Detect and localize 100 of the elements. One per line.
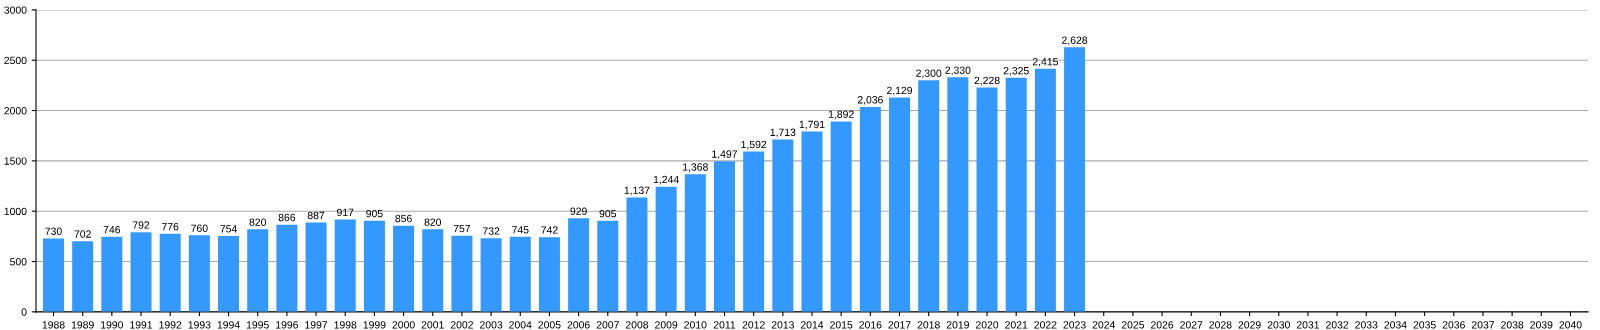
data-label: 917 (337, 208, 354, 217)
x-tick-label: 1999 (363, 321, 386, 329)
bar (597, 220, 619, 312)
x-tick-label: 2021 (1005, 321, 1028, 329)
x-tick-label: 2017 (888, 321, 911, 329)
x-tick-label: 2029 (1238, 321, 1261, 329)
bar (334, 219, 356, 312)
x-tick-label: 2040 (1559, 321, 1582, 329)
data-label: 2,228 (974, 76, 1000, 86)
data-label: 1,137 (624, 186, 650, 196)
bar (743, 151, 765, 312)
data-label: 2,300 (916, 69, 942, 79)
bar (568, 218, 590, 312)
data-label: 887 (307, 211, 325, 220)
x-tick-label: 2010 (684, 321, 707, 329)
y-tick-label: 500 (10, 258, 27, 266)
bar (101, 236, 123, 312)
data-label: 1,368 (683, 163, 708, 172)
x-tick-label: 2030 (1267, 321, 1290, 329)
data-label: 757 (453, 224, 471, 233)
bar (1005, 77, 1027, 312)
bar (43, 238, 65, 312)
x-tick-label: 2037 (1471, 321, 1495, 329)
x-tick-label: 2012 (742, 321, 765, 329)
x-tick-label: 2014 (800, 321, 824, 329)
bar (218, 235, 240, 312)
bar (159, 233, 181, 312)
data-label: 2,325 (1003, 67, 1029, 76)
bar (1034, 68, 1056, 312)
data-label: 2,129 (887, 86, 913, 96)
x-tick-label: 1993 (188, 321, 211, 329)
data-label: 2,330 (945, 66, 971, 76)
x-tick-label: 2034 (1384, 321, 1407, 329)
x-tick-label: 2028 (1209, 321, 1232, 329)
x-tick-label: 2036 (1442, 321, 1465, 329)
x-tick-label: 2011 (713, 321, 736, 329)
y-tick-label: 0 (21, 308, 27, 316)
y-tick-label: 1000 (4, 207, 27, 216)
data-label: 1,497 (712, 150, 737, 159)
data-label: 1,892 (828, 110, 854, 120)
x-tick-label: 2035 (1413, 321, 1436, 329)
x-tick-label: 2009 (655, 321, 678, 329)
bar (947, 77, 969, 312)
data-label: 730 (45, 227, 62, 235)
x-tick-label: 2024 (1092, 321, 1116, 329)
x-tick-label: 2004 (509, 321, 532, 329)
bar (1064, 47, 1086, 312)
x-tick-label: 2038 (1501, 321, 1524, 329)
x-tick-label: 2013 (771, 321, 794, 329)
data-label: 702 (74, 230, 91, 238)
data-label: 732 (482, 227, 500, 235)
data-label: 905 (599, 209, 617, 218)
bar (363, 220, 385, 312)
x-tick-label: 2025 (1121, 321, 1145, 329)
bar (889, 97, 911, 312)
bar (859, 106, 881, 312)
y-tick-label: 1500 (4, 157, 27, 165)
x-tick-label: 2003 (480, 321, 503, 329)
y-tick-label: 2000 (4, 107, 27, 115)
bar (830, 121, 852, 312)
data-label: 2,036 (857, 96, 883, 105)
data-label: 856 (395, 214, 412, 223)
bar (801, 131, 823, 312)
data-label: 820 (249, 218, 266, 226)
x-tick-label: 2023 (1063, 321, 1086, 329)
x-tick-label: 2005 (538, 321, 561, 329)
x-tick-label: 2019 (946, 321, 969, 329)
bar (422, 229, 444, 312)
data-label: 2,628 (1062, 36, 1088, 46)
x-tick-label: 2001 (421, 321, 444, 329)
x-tick-label: 2032 (1326, 321, 1349, 329)
data-label: 1,244 (653, 175, 679, 185)
x-tick-label: 1995 (246, 321, 269, 329)
bar (626, 197, 648, 312)
bar (72, 241, 94, 312)
x-tick-label: 2016 (859, 321, 882, 329)
x-tick-label: 2039 (1530, 321, 1553, 329)
bar (247, 229, 269, 312)
x-tick-label: 2033 (1355, 321, 1378, 329)
bar (451, 235, 473, 312)
data-label: 792 (132, 221, 150, 229)
bar (772, 139, 794, 312)
data-label: 820 (424, 218, 442, 226)
x-tick-label: 2022 (1034, 321, 1057, 329)
x-tick-label: 2000 (392, 321, 415, 329)
x-tick-label: 1996 (276, 321, 299, 329)
bar (918, 80, 940, 312)
y-tick-label: 3000 (4, 6, 27, 14)
data-label: 742 (541, 226, 558, 234)
data-label: 1,791 (799, 120, 825, 130)
bar (480, 238, 502, 312)
x-tick-label: 2018 (917, 321, 940, 329)
x-tick-label: 1997 (305, 321, 328, 329)
data-label: 776 (162, 222, 179, 231)
x-tick-label: 2008 (625, 321, 649, 329)
data-label: 905 (366, 209, 383, 218)
x-tick-label: 1998 (334, 321, 357, 329)
x-tick-label: 1989 (71, 321, 94, 329)
x-tick-label: 1992 (159, 321, 182, 329)
bar (509, 236, 531, 312)
